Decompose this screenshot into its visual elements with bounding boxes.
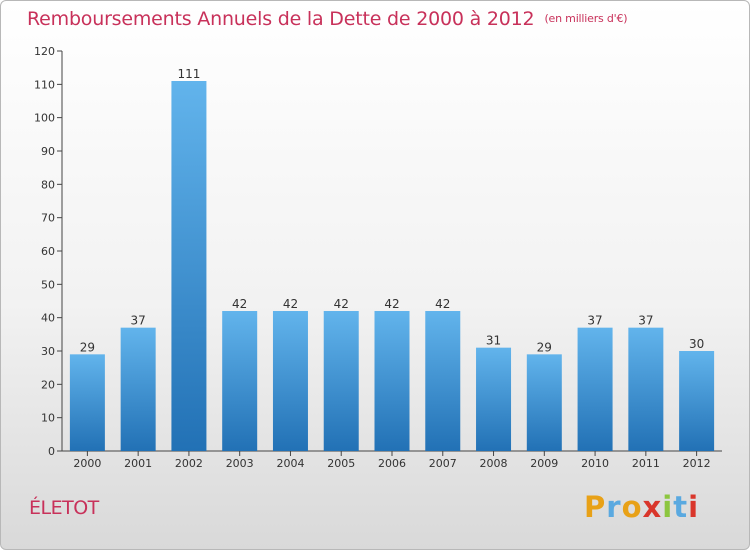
y-tick-label: 80 bbox=[41, 178, 55, 191]
bar-2002 bbox=[171, 81, 207, 451]
x-tick-label: 2005 bbox=[327, 457, 355, 470]
commune-name: ÉLETOT bbox=[29, 497, 99, 519]
logo-letter: P bbox=[584, 490, 607, 524]
data-label-2002: 111 bbox=[177, 67, 200, 81]
data-label-2008: 31 bbox=[486, 334, 501, 348]
data-label-2000: 29 bbox=[80, 340, 95, 354]
y-tick-label: 20 bbox=[41, 378, 55, 391]
bar-2000 bbox=[69, 354, 105, 451]
y-tick-label: 0 bbox=[48, 445, 55, 458]
data-label-2010: 37 bbox=[587, 314, 602, 328]
x-tick-label: 2012 bbox=[683, 457, 711, 470]
logo-letter: x bbox=[642, 490, 663, 524]
bar-2004 bbox=[272, 311, 308, 451]
chart-title-text: Remboursements Annuels de la Dette de 20… bbox=[27, 8, 535, 30]
x-tick-label: 2010 bbox=[581, 457, 609, 470]
x-tick-label: 2002 bbox=[175, 457, 203, 470]
y-tick-label: 60 bbox=[41, 245, 55, 258]
y-tick-label: 30 bbox=[41, 345, 55, 358]
logo-letter: r bbox=[606, 490, 622, 524]
bar-2010 bbox=[577, 327, 613, 451]
data-label-2003: 42 bbox=[232, 297, 247, 311]
bar-2011 bbox=[628, 327, 664, 451]
y-tick-label: 90 bbox=[41, 145, 55, 158]
y-tick-label: 10 bbox=[41, 412, 55, 425]
data-label-2006: 42 bbox=[384, 297, 399, 311]
logo-letter: i bbox=[688, 490, 700, 524]
x-tick-label: 2001 bbox=[124, 457, 152, 470]
chart-title: Remboursements Annuels de la Dette de 20… bbox=[27, 8, 628, 30]
data-label-2007: 42 bbox=[435, 297, 450, 311]
x-tick-label: 2011 bbox=[632, 457, 660, 470]
data-label-2011: 37 bbox=[638, 314, 653, 328]
y-tick-label: 100 bbox=[34, 112, 55, 125]
bar-2001 bbox=[120, 327, 156, 451]
x-tick-label: 2006 bbox=[378, 457, 406, 470]
logo-letter: o bbox=[621, 490, 643, 524]
chart-labels: 2000 29 2001 37 2002 111 2003 42 2004 42 2005 42 200… bbox=[73, 67, 710, 470]
data-label-2001: 37 bbox=[131, 314, 146, 328]
logo-letter: i bbox=[662, 490, 674, 524]
y-tick-label: 110 bbox=[34, 78, 55, 91]
bar-2012 bbox=[679, 351, 715, 451]
bar-2007 bbox=[425, 311, 461, 451]
bar-2008 bbox=[476, 347, 512, 451]
bar-2005 bbox=[323, 311, 359, 451]
bar-2009 bbox=[526, 354, 562, 451]
data-label-2004: 42 bbox=[283, 297, 298, 311]
x-tick-label: 2007 bbox=[429, 457, 457, 470]
x-tick-label: 2004 bbox=[276, 457, 304, 470]
data-label-2009: 29 bbox=[537, 340, 552, 354]
x-tick-label: 2003 bbox=[226, 457, 254, 470]
chart-subtitle: (en milliers d'€) bbox=[544, 12, 628, 25]
y-tick-label: 40 bbox=[41, 312, 55, 325]
logo-letter: t bbox=[673, 490, 689, 524]
proxiti-logo: Proxiti bbox=[584, 490, 699, 524]
y-tick-label: 70 bbox=[41, 212, 55, 225]
data-label-2005: 42 bbox=[334, 297, 349, 311]
x-tick-label: 2008 bbox=[480, 457, 508, 470]
bar-2003 bbox=[222, 311, 258, 451]
y-tick-label: 50 bbox=[41, 278, 55, 291]
y-tick-label: 120 bbox=[34, 45, 55, 58]
data-label-2012: 30 bbox=[689, 337, 704, 351]
x-tick-label: 2000 bbox=[73, 457, 101, 470]
x-tick-label: 2009 bbox=[530, 457, 558, 470]
chart-bars bbox=[69, 81, 715, 451]
bar-2006 bbox=[374, 311, 410, 451]
